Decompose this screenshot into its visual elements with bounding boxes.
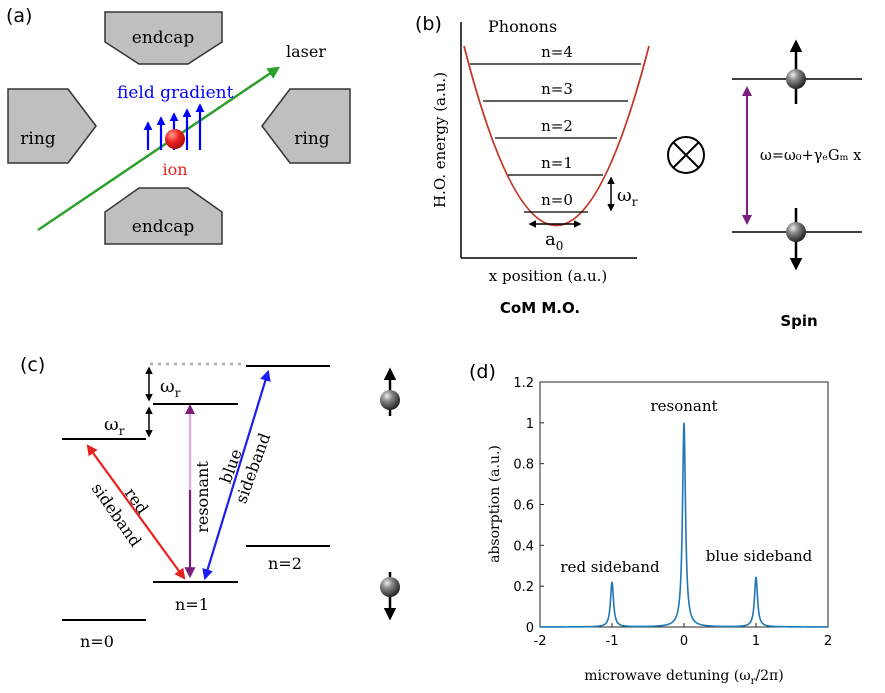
a0-label: a0: [545, 229, 563, 253]
level-n4: n=4: [541, 43, 573, 61]
ring-left-electrode: [7, 88, 97, 164]
field-gradient-label: field gradient: [117, 83, 234, 103]
c-spin-down-ball-icon: [380, 577, 400, 597]
x-tick-label: -1: [606, 634, 619, 649]
resonant-label-c: resonant: [193, 461, 212, 533]
level-n2: n=2: [541, 117, 573, 135]
panel-b: (b) Phonons H.O. energy (a.u.) x positio…: [415, 13, 862, 330]
ring-right-electrode: [261, 88, 351, 164]
b-ylabel: H.O. energy (a.u.): [431, 72, 449, 208]
level-n3: n=3: [541, 80, 573, 98]
c-spin-up-ball-icon: [380, 390, 400, 410]
panel-a-label: (a): [6, 5, 32, 27]
endcap-bottom-electrode: [104, 187, 223, 245]
spin-down-ball-icon: [786, 222, 806, 242]
y-tick-label: 0.6: [513, 499, 534, 514]
x-tick-label: 1: [752, 634, 760, 649]
annotation-red-sideband: red sideband: [560, 558, 660, 576]
spin-up-ball-icon: [786, 69, 806, 89]
d-ticks: -2 -1 0 1 2 0 0.2 0.4 0.6 0.8 1 1.2: [513, 376, 832, 649]
annotation-blue-sideband: blue sideband: [706, 547, 813, 565]
omega-r-label-b: ωr: [617, 185, 638, 209]
red-sideband-arrow: [86, 444, 186, 580]
phonons-title: Phonons: [488, 17, 557, 36]
caption-spin: Spin: [780, 312, 817, 330]
level-n1: n=1: [541, 154, 573, 172]
d-plot-frame: [539, 381, 829, 628]
endcap-top-label: endcap: [132, 28, 195, 48]
endcap-bottom-label: endcap: [132, 217, 195, 237]
endcap-top-electrode: [104, 11, 223, 65]
laser-label: laser: [286, 42, 326, 61]
ring-right-label: ring: [294, 129, 330, 149]
y-tick-label: 1: [526, 417, 534, 432]
omega-r-label-top: ωr: [160, 376, 181, 400]
b-xlabel: x position (a.u.): [489, 267, 607, 285]
panel-d-chart: (d) -2 -1 0 1 2 0 0.2 0.4 0.6 0.8 1 1.2 resonant re…: [469, 361, 832, 687]
label-n1: n=1: [175, 595, 209, 614]
absorption-line: [540, 422, 828, 628]
y-tick-label: 0: [526, 621, 534, 636]
ion-label: ion: [162, 160, 187, 179]
ring-left-label: ring: [20, 129, 56, 149]
panel-a: (a) endcap endcap ring ring laser field …: [6, 5, 351, 245]
x-tick-label: 2: [824, 634, 832, 649]
d-xlabel: microwave detuning (ωr/2π): [584, 668, 783, 687]
x-tick-label: -2: [534, 634, 547, 649]
panel-c-label: (c): [20, 354, 45, 376]
tensor-product-icon: [667, 136, 705, 174]
level-n0: n=0: [541, 191, 573, 209]
annotation-resonant: resonant: [650, 397, 717, 415]
panel-b-label: (b): [415, 13, 442, 35]
spin-frequency-formula: ω=ω₀+γₑGₘ x: [760, 148, 861, 164]
omega-r-label-left: ωr: [104, 414, 125, 438]
laser-beam-arrow: [37, 66, 281, 232]
panel-d-label: (d): [469, 361, 496, 383]
y-tick-label: 0.2: [513, 580, 534, 595]
caption-com-mo: CoM M.O.: [500, 299, 580, 317]
phonon-level-lines: [470, 63, 641, 213]
x-tick-label: 0: [680, 634, 688, 649]
y-tick-label: 0.4: [513, 539, 534, 554]
y-tick-label: 0.8: [513, 458, 534, 473]
panel-c: (c) ωr ωr red sideband resonant blue sid…: [20, 354, 400, 651]
ion-sphere: [165, 129, 185, 149]
blue-sideband-arrow: [202, 369, 271, 581]
y-tick-label: 1.2: [513, 376, 534, 391]
label-n2: n=2: [268, 554, 302, 573]
label-n0: n=0: [80, 632, 114, 651]
d-ylabel: absorption (a.u.): [487, 445, 503, 563]
